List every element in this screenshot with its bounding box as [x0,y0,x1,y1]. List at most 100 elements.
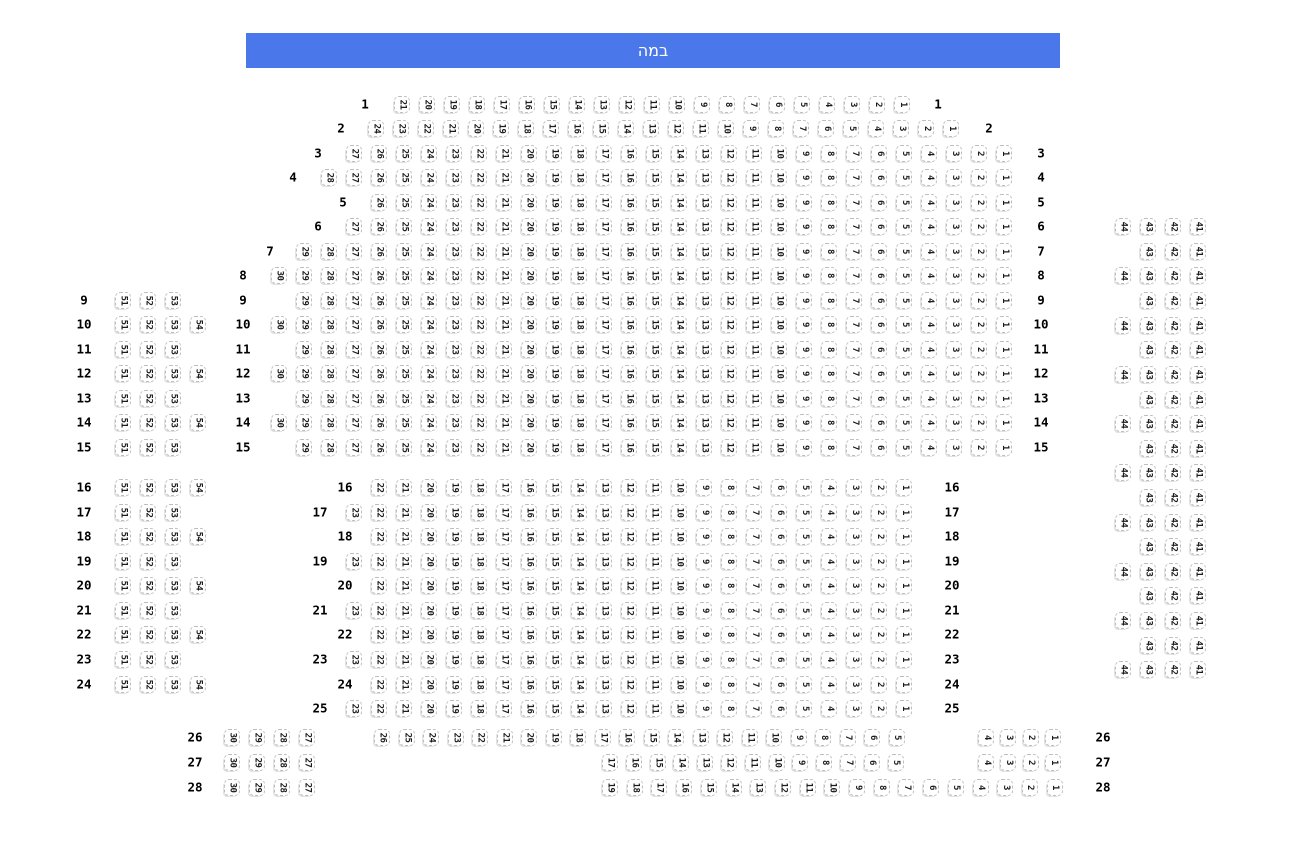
seat[interactable]: 17 [596,168,612,186]
seat[interactable]: 52 [140,625,156,643]
seat[interactable]: 21 [496,217,512,235]
seat[interactable]: 21 [394,95,410,113]
seat[interactable]: 15 [546,650,562,668]
seat[interactable]: 9 [696,601,712,619]
seat[interactable]: 9 [796,315,812,333]
seat[interactable]: 11 [646,503,662,521]
seat[interactable]: 52 [140,601,156,619]
seat[interactable]: 18 [571,438,587,456]
seat[interactable]: 7 [846,291,862,309]
seat[interactable]: 21 [496,315,512,333]
seat[interactable]: 19 [446,601,462,619]
seat[interactable]: 18 [469,95,485,113]
seat[interactable]: 23 [346,552,362,570]
seat[interactable]: 21 [496,193,512,211]
seat[interactable]: 5 [794,95,810,113]
seat[interactable]: 25 [396,340,412,358]
seat[interactable]: 42 [1165,586,1181,604]
seat[interactable]: 29 [296,364,312,382]
seat[interactable]: 1 [896,503,912,521]
seat[interactable]: 4 [921,217,937,235]
seat[interactable]: 16 [621,315,637,333]
seat[interactable]: 3 [946,217,962,235]
seat[interactable]: 43 [1140,660,1156,678]
seat[interactable]: 19 [493,119,509,137]
seat[interactable]: 19 [446,650,462,668]
seat[interactable]: 10 [771,413,787,431]
seat[interactable]: 51 [115,478,131,496]
seat[interactable]: 12 [621,675,637,693]
seat[interactable]: 2 [971,217,987,235]
seat[interactable]: 22 [471,413,487,431]
seat[interactable]: 17 [602,753,618,771]
seat[interactable]: 2 [971,291,987,309]
seat[interactable]: 27 [346,266,362,284]
seat[interactable]: 52 [140,389,156,407]
seat[interactable]: 41 [1190,365,1206,383]
seat[interactable]: 18 [471,576,487,594]
seat[interactable]: 11 [746,144,762,162]
seat[interactable]: 19 [546,340,562,358]
seat[interactable]: 10 [718,119,734,137]
seat[interactable]: 3 [946,144,962,162]
seat[interactable]: 13 [696,193,712,211]
seat[interactable]: 16 [621,291,637,309]
seat[interactable]: 14 [671,389,687,407]
seat[interactable]: 26 [371,340,387,358]
seat[interactable]: 11 [746,193,762,211]
seat[interactable]: 22 [471,438,487,456]
seat[interactable]: 51 [115,675,131,693]
seat[interactable]: 27 [299,778,315,796]
seat[interactable]: 18 [571,413,587,431]
seat[interactable]: 19 [602,778,618,796]
seat[interactable]: 14 [571,527,587,545]
seat[interactable]: 27 [346,340,362,358]
seat[interactable]: 54 [190,675,206,693]
seat[interactable]: 25 [396,217,412,235]
seat[interactable]: 1 [996,291,1012,309]
seat[interactable]: 44 [1115,217,1131,235]
seat[interactable]: 1 [1045,728,1062,746]
seat[interactable]: 19 [546,144,562,162]
seat[interactable]: 11 [746,217,762,235]
seat[interactable]: 23 [446,193,462,211]
seat[interactable]: 41 [1190,537,1206,555]
seat[interactable]: 22 [371,478,387,496]
seat[interactable]: 22 [371,601,387,619]
seat[interactable]: 51 [115,552,131,570]
seat[interactable]: 7 [746,576,762,594]
seat[interactable]: 23 [446,315,462,333]
seat[interactable]: 2 [971,315,987,333]
seat[interactable]: 14 [571,675,587,693]
seat[interactable]: 51 [115,413,131,431]
seat[interactable]: 15 [700,778,717,796]
seat[interactable]: 22 [471,291,487,309]
seat[interactable]: 19 [446,576,462,594]
seat[interactable]: 2 [971,168,987,186]
seat[interactable]: 13 [696,364,712,382]
seat[interactable]: 41 [1190,611,1206,629]
seat[interactable]: 13 [696,340,712,358]
seat[interactable]: 20 [521,217,537,235]
seat[interactable]: 7 [846,242,862,260]
seat[interactable]: 44 [1115,316,1131,334]
seat[interactable]: 10 [771,364,787,382]
seat[interactable]: 4 [821,650,837,668]
seat[interactable]: 16 [621,217,637,235]
seat[interactable]: 3 [846,650,862,668]
seat[interactable]: 7 [746,527,762,545]
seat[interactable]: 8 [721,527,737,545]
seat[interactable]: 1 [996,364,1012,382]
seat[interactable]: 53 [165,576,181,594]
seat[interactable]: 20 [421,527,437,545]
seat[interactable]: 10 [671,625,687,643]
seat[interactable]: 24 [421,168,437,186]
seat[interactable]: 7 [746,503,762,521]
seat[interactable]: 53 [165,413,181,431]
seat[interactable]: 18 [571,291,587,309]
seat[interactable]: 4 [821,527,837,545]
seat[interactable]: 12 [721,168,737,186]
seat[interactable]: 22 [471,340,487,358]
seat[interactable]: 6 [771,527,787,545]
seat[interactable]: 16 [619,728,635,746]
